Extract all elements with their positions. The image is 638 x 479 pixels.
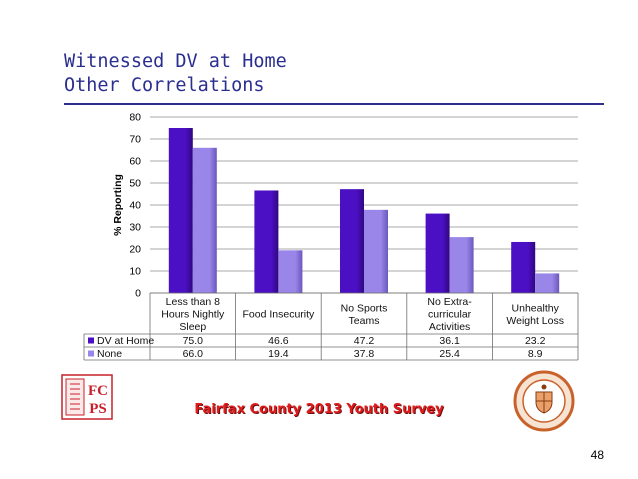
- y-tick-label: 40: [129, 200, 141, 212]
- x-category-label: Food Insecurity: [243, 309, 316, 321]
- data-value: 66.0: [183, 348, 204, 360]
- bar-dv-at-home-3: [340, 189, 364, 293]
- y-tick-label: 30: [129, 222, 141, 234]
- bar-none-1: [192, 147, 217, 293]
- county-seal: [513, 370, 575, 432]
- bar-dv-at-home-5: [511, 241, 536, 293]
- bar-none-5: [535, 273, 560, 293]
- x-category-label: Weight Loss: [506, 315, 564, 327]
- bar-dv-at-home-4: [425, 213, 450, 293]
- y-axis-label: % Reporting: [112, 174, 124, 236]
- x-category-label: No Sports: [341, 302, 388, 314]
- bar-dv-at-home-2: [254, 190, 279, 293]
- y-tick-label: 70: [129, 134, 141, 146]
- y-tick-label: 80: [129, 112, 141, 124]
- page-number: 48: [590, 448, 604, 462]
- slide-title: Witnessed DV at Home Other Correlations: [64, 50, 287, 98]
- y-axis-ticks: 0 10 20 30 40 50 60 70 80: [129, 112, 141, 300]
- data-value: 47.2: [354, 335, 375, 347]
- x-category-label: Hours Nightly: [161, 309, 225, 321]
- bars: [168, 128, 560, 293]
- data-value: 19.4: [268, 348, 289, 360]
- legend-swatch: [88, 337, 94, 344]
- svg-text:PS: PS: [89, 401, 107, 417]
- x-category-label: Activities: [429, 321, 470, 333]
- y-tick-label: 10: [129, 266, 141, 278]
- bar-none-3: [364, 209, 388, 293]
- y-tick-label: 50: [129, 178, 141, 190]
- x-category-label: No Extra-: [427, 296, 472, 308]
- y-tick-label: 0: [135, 288, 141, 300]
- survey-footer: Fairfax County 2013 Youth Survey: [194, 402, 444, 417]
- y-tick-label: 20: [129, 244, 141, 256]
- data-value: 37.8: [354, 348, 375, 360]
- data-value: 25.4: [439, 348, 460, 360]
- data-value: 36.1: [439, 335, 460, 347]
- title-line-2: Other Correlations: [64, 75, 265, 96]
- fcps-logo: FC PS: [61, 374, 113, 420]
- title-line-1: Witnessed DV at Home: [64, 51, 287, 72]
- title-underline: [64, 103, 604, 105]
- legend-swatch: [88, 350, 94, 357]
- bar-dv-at-home-1: [168, 128, 193, 293]
- y-tick-label: 60: [129, 156, 141, 168]
- x-category-label: Unhealthy: [512, 302, 560, 314]
- legend-label: DV at Home: [97, 335, 154, 347]
- x-category-label: curricular: [428, 309, 472, 321]
- data-value: 75.0: [183, 335, 204, 347]
- legend-label: None: [97, 348, 122, 360]
- x-category-label: Sleep: [179, 321, 206, 333]
- data-value: 46.6: [268, 335, 289, 347]
- data-value: 23.2: [525, 335, 546, 347]
- data-value: 8.9: [528, 348, 543, 360]
- x-category-label: Less than 8: [166, 296, 220, 308]
- bar-none-4: [449, 237, 474, 293]
- x-category-label: Teams: [349, 315, 380, 327]
- bar-none-2: [278, 250, 303, 293]
- svg-text:FC: FC: [88, 383, 108, 399]
